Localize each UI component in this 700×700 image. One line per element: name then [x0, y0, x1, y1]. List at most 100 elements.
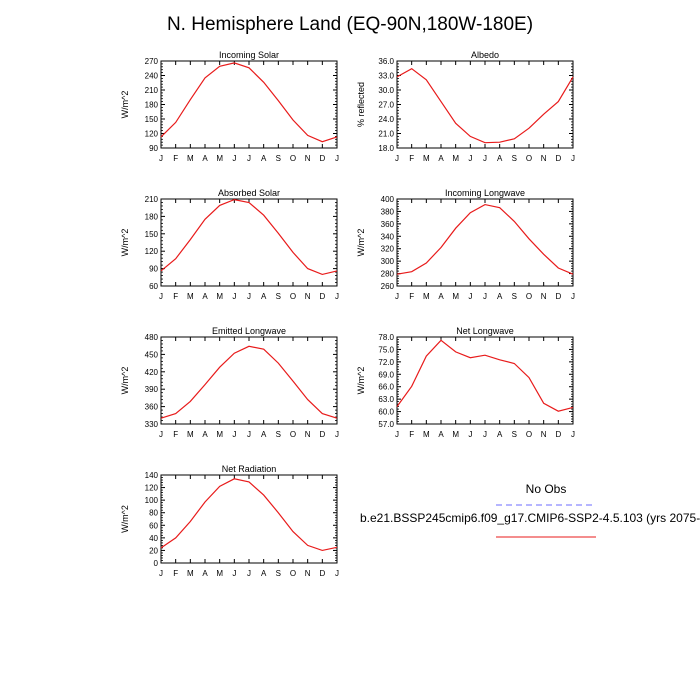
albedo-x-tick-label: J — [571, 154, 575, 163]
incoming-longwave-y-tick-label: 340 — [381, 232, 395, 241]
absorbed-solar-y-tick-label: 60 — [149, 282, 158, 291]
incoming-solar-y-tick-label: 180 — [145, 101, 159, 110]
incoming-longwave-x-tick-label: M — [452, 292, 459, 301]
net-longwave-x-tick-label: D — [555, 430, 561, 439]
absorbed-solar-y-tick-label: 120 — [145, 247, 159, 256]
albedo-panel: Albedo % reflected 18.0 21.0 24.0 27.0 30.0 33.… — [356, 50, 575, 163]
incoming-longwave-y-tick-label: 400 — [381, 195, 395, 204]
emitted-longwave-x-tick-label: M — [216, 430, 223, 439]
absorbed-solar-y-axis-label: W/m^2 — [120, 229, 130, 257]
net-longwave-y-tick-label: 57.0 — [378, 420, 394, 429]
emitted-longwave-y-tick-label: 360 — [145, 403, 159, 412]
albedo-plot-frame — [396, 60, 574, 149]
absorbed-solar-x-tick-label: A — [202, 292, 208, 301]
net-longwave-panel: Net Longwave W/m^2 57.0 60.0 63.0 66.0 69.0 72.… — [356, 326, 575, 439]
incoming-longwave-x-tick-label: S — [512, 292, 517, 301]
incoming-solar-x-tick-label: J — [247, 154, 251, 163]
incoming-longwave-x-tick-label: F — [409, 292, 414, 301]
incoming-solar-y-tick-label: 90 — [149, 144, 158, 153]
incoming-longwave-x-tick-label: J — [571, 292, 575, 301]
absorbed-solar-x-tick-label: M — [187, 292, 194, 301]
legend-obs-label: No Obs — [526, 482, 567, 496]
emitted-longwave-y-tick-label: 420 — [145, 368, 159, 377]
net-longwave-title: Net Longwave — [456, 326, 514, 336]
emitted-longwave-x-tick-label: F — [173, 430, 178, 439]
net-longwave-plot-frame — [396, 336, 574, 425]
emitted-longwave-y-axis-label: W/m^2 — [120, 367, 130, 395]
net-radiation-y-tick-label: 140 — [145, 471, 159, 480]
albedo-x-tick-label: F — [409, 154, 414, 163]
net-longwave-x-tick-label: J — [468, 430, 472, 439]
absorbed-solar-title: Absorbed Solar — [218, 188, 280, 198]
net-longwave-x-tick-label: J — [483, 430, 487, 439]
incoming-longwave-panel: Incoming Longwave W/m^2 260 280 300 320 340 360… — [356, 188, 575, 301]
absorbed-solar-x-tick-label: J — [335, 292, 339, 301]
net-longwave-y-tick-label: 63.0 — [378, 395, 394, 404]
albedo-x-tick-label: M — [452, 154, 459, 163]
incoming-solar-x-tick-label: A — [202, 154, 208, 163]
legend-case-label: b.e21.BSSP245cmip6.f09_g17.CMIP6-SSP2-4.… — [360, 511, 700, 525]
incoming-solar-x-tick-label: J — [159, 154, 163, 163]
net-radiation-x-tick-label: N — [305, 569, 311, 578]
emitted-longwave-x-tick-label: M — [187, 430, 194, 439]
net-radiation-y-tick-label: 60 — [149, 521, 158, 530]
emitted-longwave-x-tick-label: A — [261, 430, 267, 439]
emitted-longwave-x-tick-label: J — [159, 430, 163, 439]
net-radiation-x-tick-label: M — [216, 569, 223, 578]
net-radiation-y-tick-label: 100 — [145, 496, 159, 505]
incoming-solar-x-tick-label: N — [305, 154, 311, 163]
emitted-longwave-y-tick-label: 330 — [145, 420, 159, 429]
net-radiation-y-tick-label: 80 — [149, 509, 158, 518]
incoming-solar-y-tick-label: 210 — [145, 86, 159, 95]
net-longwave-y-tick-label: 72.0 — [378, 358, 394, 367]
albedo-y-tick-label: 27.0 — [378, 101, 394, 110]
net-radiation-y-tick-label: 40 — [149, 534, 158, 543]
incoming-solar-y-tick-label: 150 — [145, 115, 159, 124]
albedo-x-tick-label: J — [483, 154, 487, 163]
incoming-longwave-series-line — [396, 203, 574, 275]
emitted-longwave-plot-frame — [160, 336, 338, 425]
incoming-longwave-plot-frame — [396, 198, 574, 287]
emitted-longwave-x-tick-label: N — [305, 430, 311, 439]
emitted-longwave-x-tick-label: O — [290, 430, 296, 439]
net-radiation-x-tick-label: A — [202, 569, 208, 578]
net-longwave-y-tick-label: 66.0 — [378, 383, 394, 392]
absorbed-solar-x-tick-label: F — [173, 292, 178, 301]
net-longwave-series-line — [396, 339, 574, 412]
net-longwave-x-tick-label: S — [512, 430, 517, 439]
net-radiation-x-tick-label: D — [319, 569, 325, 578]
net-longwave-x-tick-label: N — [541, 430, 547, 439]
net-radiation-x-tick-label: M — [187, 569, 194, 578]
albedo-y-tick-label: 30.0 — [378, 86, 394, 95]
net-radiation-x-tick-label: J — [159, 569, 163, 578]
net-longwave-y-tick-label: 78.0 — [378, 333, 394, 342]
emitted-longwave-title: Emitted Longwave — [212, 326, 286, 336]
incoming-solar-x-tick-label: J — [335, 154, 339, 163]
absorbed-solar-y-tick-label: 180 — [145, 212, 159, 221]
net-longwave-x-tick-label: M — [423, 430, 430, 439]
net-radiation-y-axis-label: W/m^2 — [120, 505, 130, 533]
net-longwave-x-tick-label: M — [452, 430, 459, 439]
incoming-solar-panel: Incoming Solar W/m^2 90 120 150 180 210 240 270 J… — [120, 50, 339, 163]
incoming-solar-title: Incoming Solar — [219, 50, 279, 60]
albedo-y-axis-label: % reflected — [356, 82, 366, 127]
emitted-longwave-panel: Emitted Longwave W/m^2 330 360 390 420 450 480 J… — [120, 326, 339, 439]
incoming-solar-series-line — [160, 62, 338, 143]
albedo-x-tick-label: O — [526, 154, 532, 163]
incoming-longwave-y-tick-label: 300 — [381, 257, 395, 266]
figure-title: N. Hemisphere Land (EQ-90N,180W-180E) — [167, 14, 533, 35]
net-longwave-x-tick-label: A — [438, 430, 444, 439]
net-radiation-x-tick-label: A — [261, 569, 267, 578]
absorbed-solar-x-tick-label: J — [247, 292, 251, 301]
albedo-x-tick-label: S — [512, 154, 517, 163]
albedo-x-tick-label: D — [555, 154, 561, 163]
incoming-solar-x-tick-label: J — [232, 154, 236, 163]
albedo-y-tick-label: 24.0 — [378, 115, 394, 124]
albedo-series-line — [396, 67, 574, 144]
net-radiation-x-tick-label: J — [232, 569, 236, 578]
incoming-solar-y-tick-label: 240 — [145, 72, 159, 81]
net-longwave-y-tick-label: 60.0 — [378, 408, 394, 417]
incoming-solar-x-tick-label: D — [319, 154, 325, 163]
incoming-longwave-x-tick-label: A — [438, 292, 444, 301]
